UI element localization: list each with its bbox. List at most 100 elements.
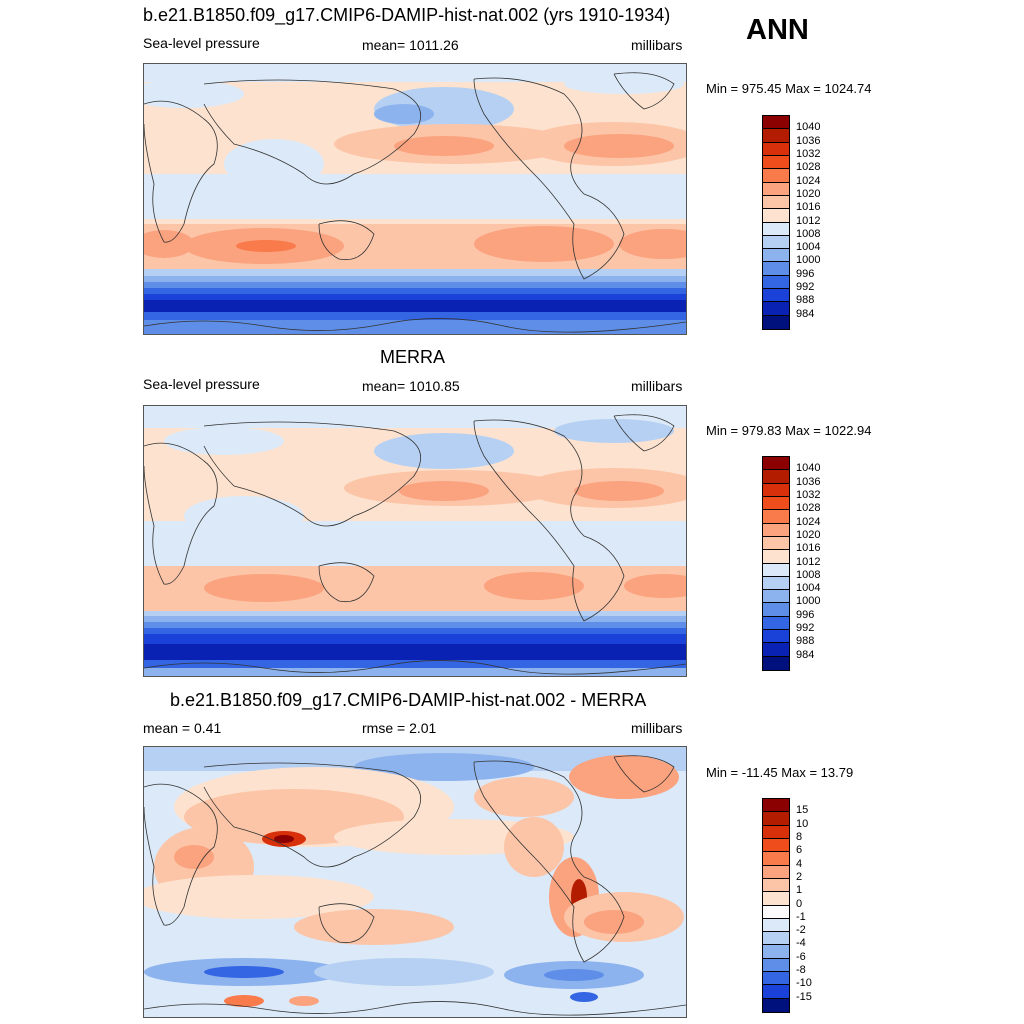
panel-2-colorbar	[762, 456, 790, 671]
colorbar-swatch	[763, 878, 789, 893]
panel-1-mean: mean= 1011.26	[362, 37, 459, 53]
colorbar-swatch	[763, 945, 789, 959]
panel-3-title: b.e21.B1850.f09_g17.CMIP6-DAMIP-hist-nat…	[170, 690, 647, 710]
colorbar-swatch	[763, 656, 789, 670]
colorbar-tick-label: 1008	[796, 568, 821, 581]
panel-3-rmse: rmse = 2.01	[362, 720, 437, 736]
colorbar-tick-label: 0	[796, 897, 803, 910]
colorbar-swatch	[763, 630, 789, 644]
colorbar-swatch	[763, 550, 789, 564]
colorbar-swatch	[763, 998, 789, 1012]
colorbar-swatch	[763, 643, 789, 657]
panel-1-colorbar	[762, 115, 790, 330]
colorbar-tick-label: 1024	[796, 515, 821, 528]
colorbar-tick-label: -8	[796, 964, 806, 977]
colorbar-swatch	[763, 302, 789, 316]
colorbar-swatch	[763, 918, 789, 933]
colorbar-tick-label: 1032	[796, 147, 821, 160]
panel-1-variable: Sea-level pressure	[143, 35, 260, 51]
colorbar-swatch	[763, 865, 789, 879]
colorbar-tick-label: 1004	[796, 582, 821, 595]
colorbar-swatch	[763, 932, 789, 946]
colorbar-swatch	[763, 195, 789, 210]
colorbar-tick-label: 996	[796, 267, 815, 280]
colorbar-swatch	[763, 275, 789, 290]
colorbar-tick-label: 8	[796, 830, 803, 843]
colorbar-swatch	[763, 576, 789, 591]
panel-1-map	[143, 63, 687, 335]
colorbar-tick-label: 988	[796, 635, 815, 648]
colorbar-tick-label: -15	[796, 990, 812, 1003]
colorbar-tick-label: 1012	[796, 214, 821, 227]
colorbar-swatch	[763, 852, 789, 866]
colorbar-tick-label: 1024	[796, 174, 821, 187]
colorbar-tick-label: 1036	[796, 134, 821, 147]
colorbar-tick-label: 2	[796, 870, 803, 883]
colorbar-tick-label: 1040	[796, 462, 821, 475]
panel-1-title: b.e21.B1850.f09_g17.CMIP6-DAMIP-hist-nat…	[143, 5, 671, 25]
season-label: ANN	[746, 14, 809, 46]
panel-2-variable: Sea-level pressure	[143, 376, 260, 392]
colorbar-tick-label: -4	[796, 937, 806, 950]
panel-3-colorbar	[762, 798, 790, 1013]
colorbar-swatch	[763, 249, 789, 263]
colorbar-swatch	[763, 457, 789, 471]
colorbar-tick-label: 1004	[796, 241, 821, 254]
colorbar-swatch	[763, 315, 789, 329]
colorbar-swatch	[763, 905, 789, 919]
colorbar-tick-label: -1	[796, 910, 806, 923]
colorbar-tick-label: 1020	[796, 187, 821, 200]
colorbar-tick-label: 1028	[796, 161, 821, 174]
colorbar-swatch	[763, 289, 789, 303]
colorbar-swatch	[763, 536, 789, 551]
colorbar-tick-label: 984	[796, 307, 815, 320]
colorbar-tick-label: -6	[796, 950, 806, 963]
panel-2-units: millibars	[631, 378, 683, 394]
panel-2-mean: mean= 1010.85	[362, 378, 460, 394]
colorbar-swatch	[763, 496, 789, 511]
colorbar-tick-label: 1028	[796, 502, 821, 515]
panel-3-mean: mean = 0.41	[143, 720, 222, 736]
panel-2-map	[143, 405, 687, 677]
colorbar-swatch	[763, 169, 789, 183]
colorbar-swatch	[763, 182, 789, 196]
colorbar-swatch	[763, 603, 789, 617]
colorbar-swatch	[763, 470, 789, 484]
colorbar-tick-label: 6	[796, 844, 803, 857]
colorbar-swatch	[763, 838, 789, 853]
colorbar-tick-label: 988	[796, 294, 815, 307]
colorbar-tick-label: 1	[796, 884, 803, 897]
colorbar-tick-label: 15	[796, 804, 809, 817]
colorbar-tick-label: 1008	[796, 227, 821, 240]
colorbar-swatch	[763, 616, 789, 631]
colorbar-swatch	[763, 563, 789, 577]
colorbar-tick-label: 1036	[796, 475, 821, 488]
colorbar-swatch	[763, 262, 789, 276]
colorbar-tick-label: 992	[796, 622, 815, 635]
colorbar-tick-label: 1000	[796, 595, 821, 608]
colorbar-tick-label: 1040	[796, 121, 821, 134]
colorbar-tick-label: 992	[796, 281, 815, 294]
panel-3-minmax: Min = -11.45 Max = 13.79	[706, 765, 854, 780]
colorbar-swatch	[763, 155, 789, 170]
colorbar-swatch	[763, 958, 789, 973]
panel-2-minmax: Min = 979.83 Max = 1022.94	[706, 423, 872, 438]
colorbar-tick-label: 1012	[796, 555, 821, 568]
colorbar-swatch	[763, 972, 789, 986]
colorbar-swatch	[763, 812, 789, 826]
colorbar-swatch	[763, 222, 789, 236]
panel-2-title: MERRA	[380, 347, 446, 367]
colorbar-swatch	[763, 235, 789, 250]
colorbar-tick-label: 996	[796, 608, 815, 621]
colorbar-swatch	[763, 825, 789, 839]
colorbar-swatch	[763, 129, 789, 143]
colorbar-swatch	[763, 892, 789, 906]
colorbar-swatch	[763, 209, 789, 223]
panel-3-map	[143, 746, 687, 1018]
colorbar-tick-label: 10	[796, 817, 809, 830]
colorbar-swatch	[763, 985, 789, 999]
colorbar-tick-label: 1032	[796, 488, 821, 501]
colorbar-tick-label: 1000	[796, 254, 821, 267]
colorbar-swatch	[763, 116, 789, 130]
colorbar-swatch	[763, 510, 789, 524]
